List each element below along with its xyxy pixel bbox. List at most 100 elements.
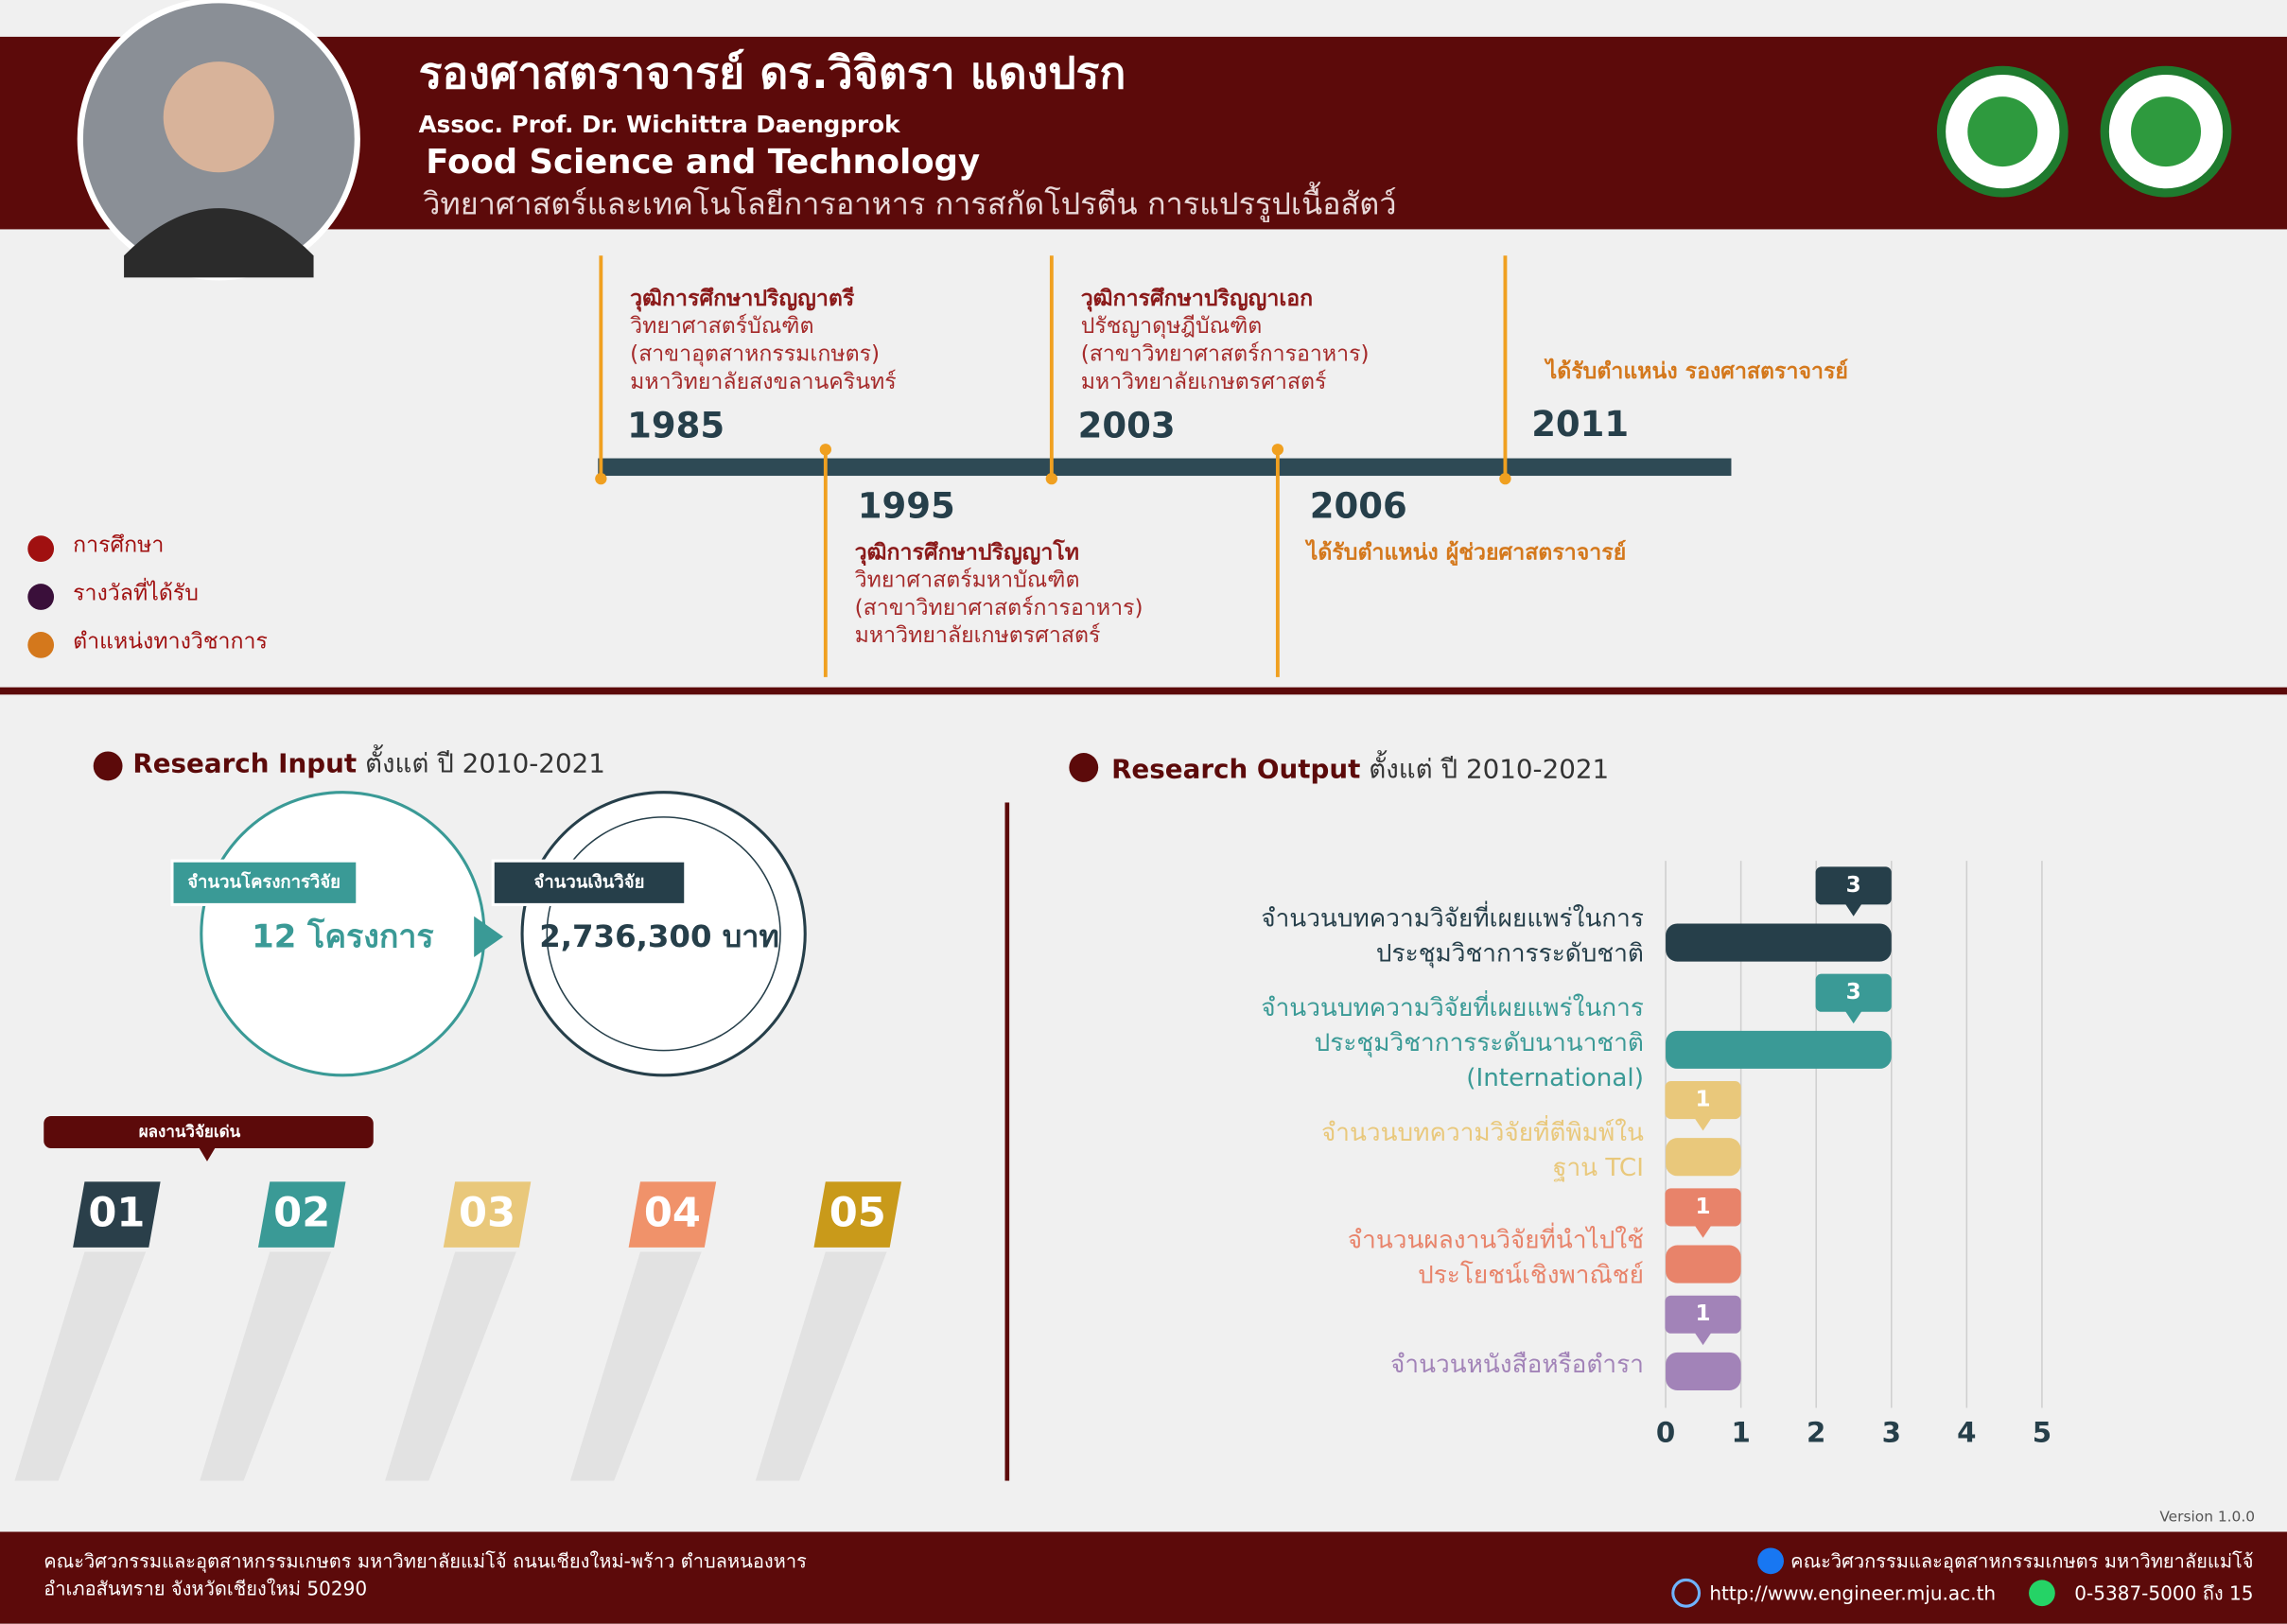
input-heading: Research Input ตั้งแต่ ปี 2010-2021 bbox=[132, 744, 605, 778]
category-label: จำนวนบทความวิจัยที่ตีพิมพ์ใน bbox=[1321, 1115, 1644, 1147]
legend-dot bbox=[27, 632, 55, 658]
category-label: จำนวนบทความวิจัยที่เผยแพร่ในการ bbox=[1261, 900, 1644, 933]
timeline-dot bbox=[1271, 444, 1284, 456]
event-year: 2006 bbox=[1310, 485, 1407, 526]
funding-inner-ring bbox=[546, 816, 781, 1052]
version: Version 1.0.0 bbox=[2159, 1509, 2255, 1526]
department: Food Science and Technology bbox=[426, 143, 980, 182]
highlight-number: 05 bbox=[829, 1189, 886, 1236]
footer-facebook: คณะวิศวกรรมและอุตสาหกรรมเกษตร มหาวิทยาลั… bbox=[1790, 1549, 2253, 1573]
highlight-number: 01 bbox=[88, 1189, 145, 1236]
legend-label: ตำแหน่งทางวิชาการ bbox=[73, 629, 268, 654]
value-label-pointer bbox=[1694, 1332, 1712, 1346]
funding-label-box bbox=[491, 859, 688, 906]
funding-label: จำนวนเงินวิจัย bbox=[534, 872, 645, 892]
highlight-number: 02 bbox=[273, 1189, 330, 1236]
highlight-tile bbox=[813, 1181, 902, 1248]
category-label: จำนวนหนังสือหรือตำรา bbox=[1390, 1351, 1644, 1379]
footer-website[interactable]: http://www.engineer.mju.ac.th bbox=[1709, 1581, 1996, 1604]
timeline-axis bbox=[598, 458, 1732, 477]
value-label-pointer bbox=[1844, 902, 1862, 917]
photo-face bbox=[163, 61, 274, 173]
photo-body bbox=[124, 208, 314, 278]
header-band bbox=[0, 36, 2287, 230]
phone-icon bbox=[2029, 1580, 2055, 1607]
highlight-tile bbox=[628, 1181, 717, 1248]
category-label: ประชุมวิชาการระดับนานาชาติ bbox=[1315, 1029, 1644, 1057]
web-icon bbox=[1671, 1578, 1702, 1608]
heading-dot bbox=[93, 751, 123, 781]
bar bbox=[1666, 1352, 1741, 1390]
value-label-pointer bbox=[1844, 1010, 1862, 1024]
output-title: Research Output bbox=[1111, 754, 1360, 785]
footer-address: อำเภอสันทราย จังหวัดเชียงใหม่ 50290 bbox=[44, 1578, 367, 1600]
event-line: วิทยาศาสตร์มหาบัณฑิต bbox=[855, 568, 1080, 593]
highlight-tile bbox=[73, 1181, 161, 1248]
timeline-dot bbox=[1045, 472, 1058, 485]
value-label: 3 bbox=[1846, 873, 1861, 898]
event-title: วุฒิการศึกษาปริญญาโท bbox=[855, 538, 1079, 566]
event-line: วิทยาศาสตร์บัณฑิต bbox=[630, 313, 813, 339]
footer-address: คณะวิศวกรรมและอุตสาหกรรมเกษตร มหาวิทยาลั… bbox=[44, 1549, 807, 1573]
category-label: ประชุมวิชาการระดับชาติ bbox=[1376, 939, 1644, 968]
section-divider bbox=[0, 687, 2287, 695]
highlight-tile bbox=[257, 1181, 346, 1248]
highlights-pointer bbox=[198, 1146, 217, 1161]
bar bbox=[1666, 923, 1892, 962]
legend-dot bbox=[27, 535, 55, 563]
event-line: (สาขาอุตสาหกรรมเกษตร) bbox=[630, 342, 880, 367]
event-line: มหาวิทยาลัยเกษตรศาสตร์ bbox=[1081, 369, 1327, 394]
category-label: จำนวนผลงานวิจัยที่นำไปใช้ bbox=[1348, 1222, 1644, 1254]
heading-dot bbox=[1069, 753, 1099, 782]
arrow bbox=[474, 916, 504, 957]
event-title: วุฒิการศึกษาปริญญาตรี bbox=[630, 287, 855, 312]
footer-band bbox=[0, 1531, 2287, 1624]
input-heading-main: Research Input bbox=[132, 747, 357, 778]
name-en: Assoc. Prof. Dr. Wichittra Daengprok bbox=[419, 111, 900, 138]
bar bbox=[1666, 1245, 1741, 1283]
output-heading: Research Output ตั้งแต่ ปี 2010-2021 bbox=[1111, 751, 1609, 785]
event-line: (สาขาวิทยาศาสตร์การอาหาร) bbox=[855, 595, 1144, 620]
event-line: มหาวิทยาลัยเกษตรศาสตร์ bbox=[855, 622, 1101, 648]
value-label-box bbox=[1815, 866, 1892, 905]
value-label-box bbox=[1815, 973, 1892, 1012]
event-year: 2011 bbox=[1531, 404, 1629, 445]
highlights-label: ผลงานวิจัยเด่น bbox=[139, 1122, 241, 1141]
legend-label: การศึกษา bbox=[73, 533, 164, 558]
x-tick-label: 0 bbox=[1656, 1417, 1675, 1449]
highlight-number: 03 bbox=[459, 1189, 515, 1236]
value-label-box bbox=[1665, 1081, 1741, 1120]
output-subtitle: ตั้งแต่ ปี 2010-2021 bbox=[1369, 751, 1609, 785]
legend-dot bbox=[27, 584, 55, 610]
highlight-shadow bbox=[14, 1251, 147, 1481]
name-th: รองศาสตราจารย์ ดร.วิจิตรา แดงปรก bbox=[419, 47, 1126, 98]
input-period: ตั้งแต่ ปี 2010-2021 bbox=[365, 744, 605, 778]
highlight-shadow bbox=[200, 1251, 332, 1481]
bar bbox=[1666, 1138, 1741, 1177]
funding-amount: 2,736,300 บาท bbox=[539, 918, 779, 954]
category-label: ฐาน TCI bbox=[1553, 1154, 1644, 1182]
value-label: 3 bbox=[1846, 980, 1861, 1004]
timeline-dot bbox=[819, 444, 831, 456]
event-year: 1985 bbox=[627, 406, 725, 446]
category-label: ประโยชน์เชิงพาณิชย์ bbox=[1418, 1260, 1644, 1289]
x-tick-label: 4 bbox=[1957, 1417, 1976, 1449]
projects-count: 12 โครงการ bbox=[252, 917, 433, 954]
research-areas: วิทยาศาสตร์และเทคโนโลยีการอาหาร การสกัดโ… bbox=[423, 182, 1396, 223]
event-title: วุฒิการศึกษาปริญญาเอก bbox=[1081, 287, 1313, 312]
legend-label: รางวัลที่ได้รับ bbox=[73, 577, 199, 605]
timeline-dot bbox=[1499, 472, 1511, 485]
highlight-shadow bbox=[385, 1251, 516, 1481]
x-tick-label: 5 bbox=[2033, 1417, 2051, 1449]
event-title: ได้รับตำแหน่ง รองศาสตราจารย์ bbox=[1544, 358, 1848, 384]
value-label: 1 bbox=[1695, 1301, 1710, 1326]
value-label-box bbox=[1665, 1295, 1741, 1334]
category-label: จำนวนบทความวิจัยที่เผยแพร่ในการ bbox=[1261, 990, 1644, 1022]
timeline-dot bbox=[595, 472, 607, 485]
value-label: 1 bbox=[1695, 1195, 1710, 1219]
event-year: 1995 bbox=[858, 485, 955, 526]
highlight-number: 04 bbox=[644, 1189, 701, 1236]
value-label-pointer bbox=[1694, 1117, 1712, 1131]
event-year: 2003 bbox=[1078, 406, 1176, 446]
